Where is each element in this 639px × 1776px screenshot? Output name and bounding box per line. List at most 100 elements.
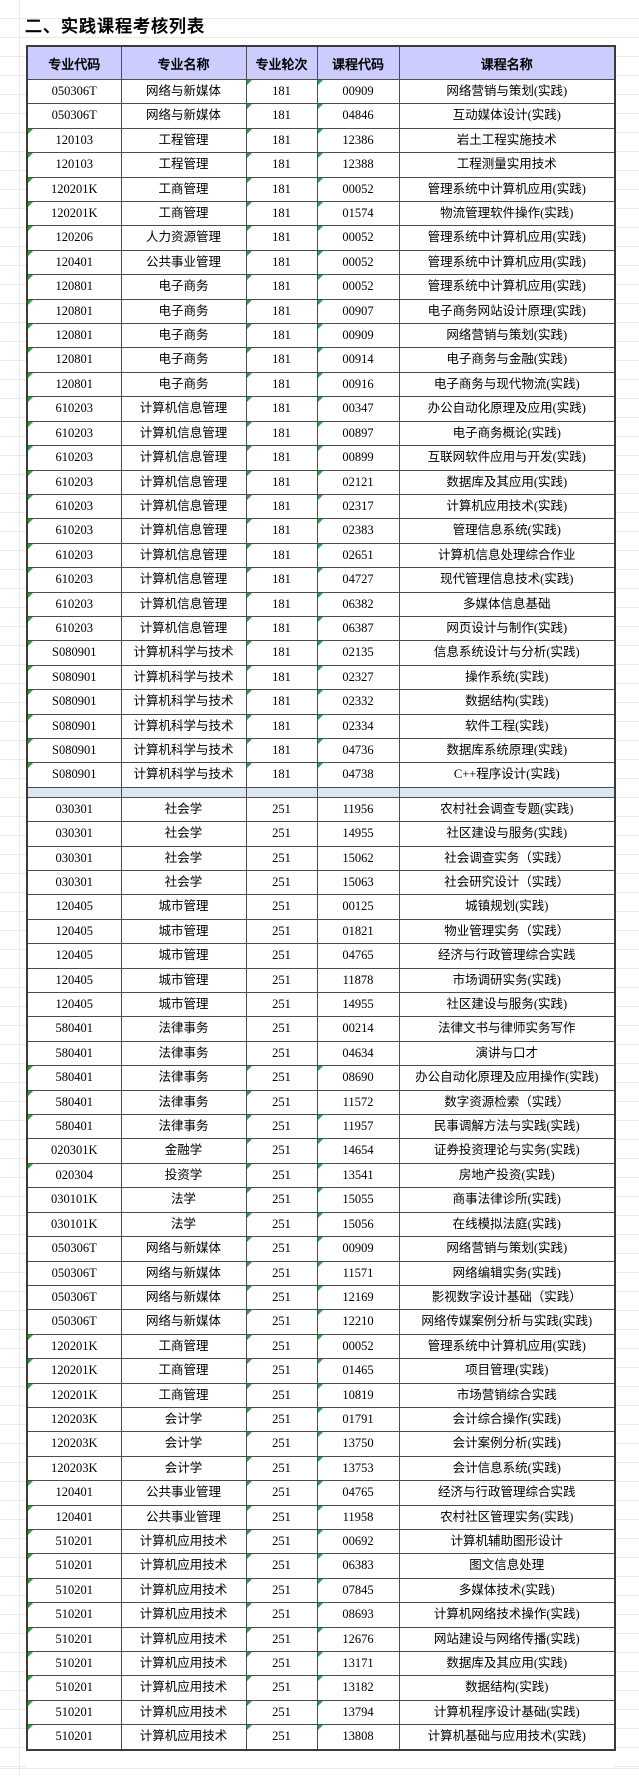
cell-round: 181	[245, 127, 318, 154]
green-corner-indicator-icon	[318, 519, 323, 525]
table-row: 120201K 工商管理 251 01465 项目管理(实践)	[26, 1358, 616, 1384]
cell-round: 251	[245, 1455, 318, 1482]
cell-major-code: 610203	[26, 396, 122, 422]
green-corner-indicator-icon	[318, 1481, 323, 1487]
cell-round: 251	[245, 869, 318, 896]
table-row: 050306T 网络与新媒体 251 00909 网络营销与策划(实践)	[26, 1236, 616, 1262]
cell-major-name: 法律事务	[120, 1089, 247, 1116]
cell-major-code: 580401	[26, 1040, 122, 1067]
table-row: 580401 法律事务 251 04634 演讲与口才	[26, 1040, 616, 1067]
table-row: 030301 社会学 251 15063 社会研究设计（实践）	[26, 869, 616, 896]
cell-course-code: 12210	[316, 1309, 400, 1335]
cell-round: 251	[245, 1480, 318, 1506]
cell-major-code: 510201	[26, 1724, 122, 1751]
cell-round: 251	[245, 1016, 318, 1042]
green-corner-indicator-icon	[28, 1554, 33, 1560]
cell-major-name: 电子商务	[120, 347, 247, 373]
table-row: 120201K 工商管理 181 01574 物流管理软件操作(实践)	[26, 201, 616, 227]
cell-course-code: 02383	[316, 518, 400, 544]
green-corner-indicator-icon	[247, 275, 252, 281]
cell-major-code: 580401	[26, 1114, 122, 1140]
cell-major-name: 法学	[120, 1187, 247, 1213]
cell-course-name: 市场调研实务(实践)	[398, 967, 616, 994]
cell-major-code: 030301	[26, 845, 122, 872]
cell-round: 251	[245, 1626, 318, 1653]
table-row: 030301 社会学 251 15062 社会调查实务（实践）	[26, 845, 616, 872]
cell-course-code: 13808	[316, 1724, 400, 1751]
cell-course-name: 社区建设与服务(实践)	[398, 992, 616, 1018]
cell-round: 181	[245, 323, 318, 349]
margin-gridlines-left	[0, 0, 26, 1776]
cell-round: 251	[245, 1602, 318, 1628]
cell-course-name: 管理系统中计算机应用(实践)	[398, 225, 616, 251]
green-corner-indicator-icon	[28, 348, 33, 354]
green-corner-indicator-icon	[247, 104, 252, 110]
cell-course-code: 11956	[316, 796, 400, 823]
table-row: 610203 计算机信息管理 181 00899 互联网软件应用与开发(实践)	[26, 445, 616, 471]
green-corner-indicator-icon	[247, 1237, 252, 1243]
cell-round: 181	[245, 615, 318, 642]
cell-major-code: 610203	[26, 615, 122, 642]
cell-course-code: 11958	[316, 1504, 400, 1530]
cell-major-name: 社会学	[120, 821, 247, 847]
cell-course-name: C++程序设计(实践)	[398, 762, 616, 788]
cell-major-name: 计算机信息管理	[120, 567, 247, 593]
green-corner-indicator-icon	[247, 1652, 252, 1657]
green-corner-indicator-icon	[28, 715, 33, 720]
cell-round: 181	[245, 420, 318, 447]
green-corner-indicator-icon	[28, 1091, 33, 1096]
table-row: 120103 工程管理 181 12386 岩土工程实施技术	[26, 127, 616, 154]
cell-course-name: 数字资源检索（实践）	[398, 1089, 616, 1116]
green-corner-indicator-icon	[247, 348, 252, 354]
green-corner-indicator-icon	[318, 178, 323, 183]
cell-course-code: 04736	[316, 737, 400, 764]
cell-major-name: 计算机信息管理	[120, 615, 247, 642]
cell-major-code: 120801	[26, 298, 122, 325]
cell-course-name: 网页设计与制作(实践)	[398, 615, 616, 642]
table-row: 120201K 工商管理 181 00052 管理系统中计算机应用(实践)	[26, 176, 616, 203]
green-corner-indicator-icon	[247, 1725, 252, 1731]
cell-course-name: 经济与行政管理综合实践	[398, 1480, 616, 1506]
green-corner-indicator-icon	[318, 617, 323, 622]
table-row: 120801 电子商务 181 00914 电子商务与金融(实践)	[26, 347, 616, 373]
green-corner-indicator-icon	[318, 1652, 323, 1657]
table-row: S080901 计算机科学与技术 181 02327 操作系统(实践)	[26, 664, 616, 691]
cell-course-name: 在线模拟法庭(实践)	[398, 1211, 616, 1238]
table-row: 020304 投资学 251 13541 房地产投资(实践)	[26, 1162, 616, 1189]
cell-course-name: 物业管理实务（实践）	[398, 918, 616, 945]
green-corner-indicator-icon	[318, 1408, 323, 1413]
cell-course-name: 数据库系统原理(实践)	[398, 737, 616, 764]
cell-major-code: 120201K	[26, 201, 122, 227]
green-corner-indicator-icon	[318, 1262, 323, 1267]
green-corner-indicator-icon	[247, 1115, 252, 1121]
cell-round: 251	[245, 1065, 318, 1091]
cell-round: 251	[245, 1358, 318, 1384]
cell-course-code: 02317	[316, 493, 400, 520]
cell-major-name: 城市管理	[120, 894, 247, 920]
cell-major-name: 计算机信息管理	[120, 420, 247, 447]
cell-major-name: 网络与新媒体	[120, 1260, 247, 1286]
cell-major-name: 工商管理	[120, 1333, 247, 1360]
cell-round: 181	[245, 298, 318, 325]
cell-major-code: S080901	[26, 713, 122, 739]
green-corner-indicator-icon	[318, 1603, 323, 1609]
cell-round: 251	[245, 1187, 318, 1213]
cell-round: 181	[245, 689, 318, 715]
table-row: 120203K 会计学 251 13753 会计信息系统(实践)	[26, 1455, 616, 1482]
green-corner-indicator-icon	[28, 641, 33, 647]
cell-round: 181	[245, 176, 318, 203]
cell-major-code: 580401	[26, 1016, 122, 1042]
green-corner-indicator-icon	[247, 1457, 252, 1462]
cell-major-code: 120405	[26, 992, 122, 1018]
cell-major-name: 计算机应用技术	[120, 1650, 247, 1677]
cell-course-name: 岩土工程实施技术	[398, 127, 616, 154]
cell-major-name: 法律事务	[120, 1016, 247, 1042]
cell-major-name: 公共事业管理	[120, 1480, 247, 1506]
cell-major-name: 人力资源管理	[120, 225, 247, 251]
cell-major-code: S080901	[26, 689, 122, 715]
cell-major-code: 120201K	[26, 1382, 122, 1408]
cell-course-code: 06382	[316, 591, 400, 617]
cell-round: 181	[245, 249, 318, 276]
green-corner-indicator-icon	[318, 1457, 323, 1462]
cell-major-name: 网络与新媒体	[120, 1236, 247, 1262]
